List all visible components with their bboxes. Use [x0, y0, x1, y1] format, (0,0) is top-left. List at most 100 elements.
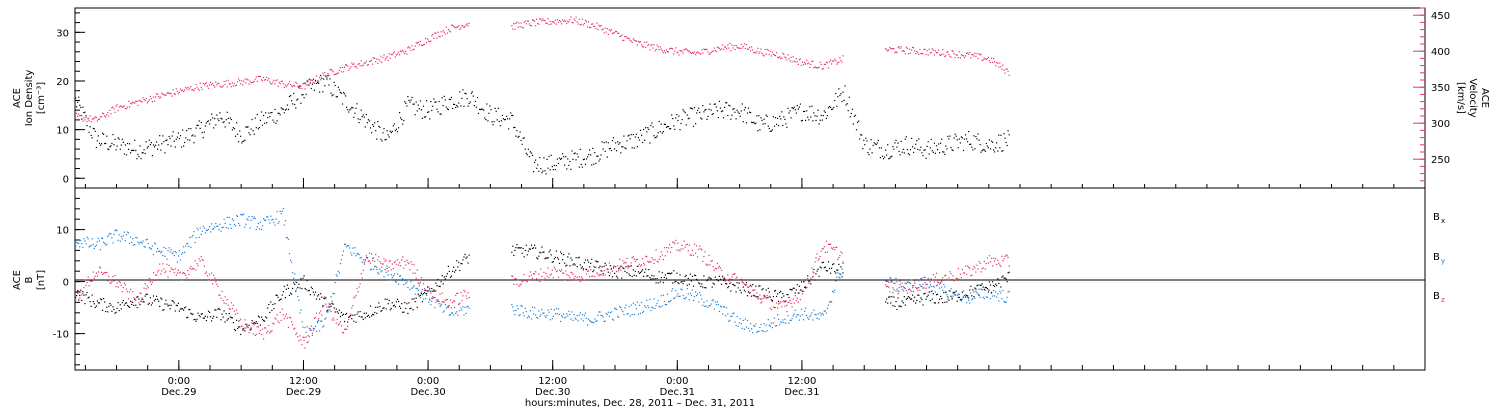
point	[383, 258, 385, 260]
point	[439, 305, 441, 308]
point	[803, 281, 805, 283]
point	[975, 271, 977, 273]
point	[186, 130, 188, 132]
point	[355, 107, 357, 109]
point	[248, 132, 250, 134]
point	[752, 122, 754, 124]
point	[655, 282, 657, 284]
point	[600, 274, 602, 276]
point	[453, 25, 455, 27]
point	[372, 124, 374, 126]
point	[975, 290, 977, 292]
point	[157, 298, 159, 300]
point	[112, 306, 114, 308]
point	[183, 91, 185, 93]
point	[186, 277, 188, 279]
point	[584, 19, 587, 22]
point	[434, 307, 436, 309]
point	[945, 55, 947, 57]
point	[388, 299, 390, 301]
point	[447, 306, 449, 308]
point	[386, 130, 388, 132]
point	[538, 310, 540, 312]
point	[690, 254, 692, 256]
point	[619, 258, 621, 260]
point	[128, 298, 130, 300]
point	[544, 20, 546, 22]
point	[605, 141, 607, 143]
point	[381, 309, 383, 312]
point	[674, 50, 676, 52]
point	[180, 308, 183, 310]
point	[196, 318, 198, 320]
point	[605, 312, 607, 315]
point	[732, 313, 734, 315]
point	[731, 276, 733, 278]
point	[260, 228, 263, 231]
point	[948, 138, 950, 140]
point	[923, 149, 925, 151]
point	[128, 100, 130, 102]
point	[457, 26, 459, 28]
point	[604, 274, 606, 276]
point	[606, 28, 608, 30]
point	[942, 49, 944, 51]
point	[91, 118, 93, 120]
point	[135, 299, 137, 301]
point	[377, 306, 379, 308]
point	[428, 286, 430, 288]
point	[429, 41, 431, 43]
point	[81, 243, 83, 245]
point	[995, 283, 997, 285]
point	[314, 291, 317, 293]
point	[766, 330, 768, 332]
point	[769, 325, 771, 327]
point	[446, 108, 448, 110]
point	[360, 109, 362, 111]
point	[701, 249, 703, 251]
point	[462, 295, 464, 297]
point	[960, 277, 962, 279]
point	[128, 305, 130, 308]
point	[454, 26, 456, 28]
point	[94, 130, 96, 132]
point	[985, 286, 987, 289]
point	[218, 229, 220, 231]
point	[821, 262, 823, 264]
point	[795, 300, 797, 302]
point	[687, 250, 689, 252]
point	[204, 272, 206, 274]
point	[767, 125, 769, 127]
point	[191, 268, 193, 270]
point	[518, 285, 520, 287]
point	[279, 210, 281, 212]
point	[886, 49, 888, 51]
point	[259, 221, 261, 223]
point	[115, 286, 117, 288]
point	[776, 302, 778, 304]
point	[108, 148, 110, 151]
point	[346, 328, 348, 330]
point	[179, 135, 182, 137]
point	[719, 267, 722, 269]
point	[98, 240, 101, 242]
point	[439, 285, 441, 288]
point	[315, 82, 318, 85]
point	[624, 270, 626, 272]
point	[837, 258, 839, 260]
point	[169, 270, 171, 272]
point	[691, 275, 693, 277]
point	[177, 132, 179, 134]
point	[882, 158, 885, 160]
point	[924, 292, 926, 294]
point	[901, 50, 903, 52]
point	[112, 276, 114, 278]
point	[583, 23, 585, 25]
point	[218, 82, 220, 84]
point	[257, 222, 259, 225]
point	[365, 256, 367, 259]
point	[986, 288, 988, 290]
point	[338, 69, 340, 71]
point	[740, 43, 742, 45]
point	[828, 301, 831, 303]
